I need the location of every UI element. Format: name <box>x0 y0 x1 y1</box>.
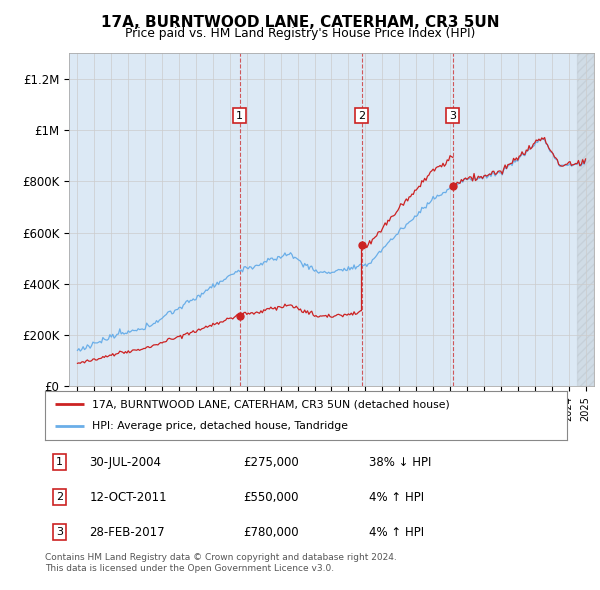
Text: 4% ↑ HPI: 4% ↑ HPI <box>368 526 424 539</box>
Text: HPI: Average price, detached house, Tandridge: HPI: Average price, detached house, Tand… <box>92 421 348 431</box>
Text: 17A, BURNTWOOD LANE, CATERHAM, CR3 5UN: 17A, BURNTWOOD LANE, CATERHAM, CR3 5UN <box>101 15 499 30</box>
Text: Price paid vs. HM Land Registry's House Price Index (HPI): Price paid vs. HM Land Registry's House … <box>125 27 475 40</box>
Text: 38% ↓ HPI: 38% ↓ HPI <box>368 455 431 468</box>
Text: £780,000: £780,000 <box>244 526 299 539</box>
Text: 2: 2 <box>358 111 365 121</box>
Text: 2: 2 <box>56 492 63 502</box>
Text: 3: 3 <box>449 111 456 121</box>
Text: 1: 1 <box>56 457 63 467</box>
Text: 3: 3 <box>56 527 63 537</box>
Text: 12-OCT-2011: 12-OCT-2011 <box>89 490 167 504</box>
Text: Contains HM Land Registry data © Crown copyright and database right 2024.
This d: Contains HM Land Registry data © Crown c… <box>45 553 397 573</box>
Text: 17A, BURNTWOOD LANE, CATERHAM, CR3 5UN (detached house): 17A, BURNTWOOD LANE, CATERHAM, CR3 5UN (… <box>92 399 450 409</box>
Text: 4% ↑ HPI: 4% ↑ HPI <box>368 490 424 504</box>
Text: 1: 1 <box>236 111 243 121</box>
Text: £550,000: £550,000 <box>244 490 299 504</box>
Bar <box>577 53 594 386</box>
Text: £275,000: £275,000 <box>244 455 299 468</box>
Text: 30-JUL-2004: 30-JUL-2004 <box>89 455 161 468</box>
Text: 28-FEB-2017: 28-FEB-2017 <box>89 526 165 539</box>
